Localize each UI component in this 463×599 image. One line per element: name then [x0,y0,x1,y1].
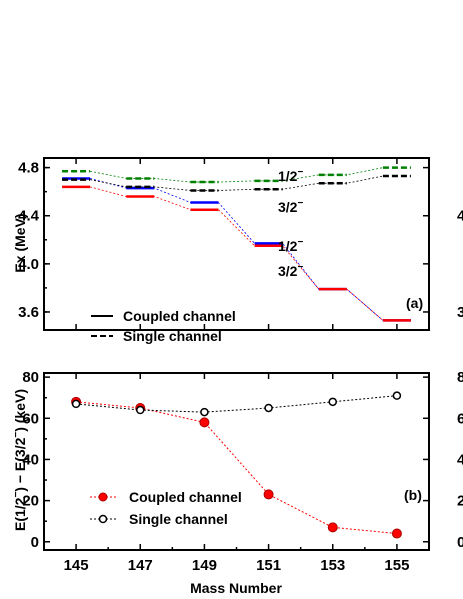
annotation-upper-half: 1/2− [278,167,303,184]
edge-tick-label: 8 [457,369,463,386]
point-single [71,399,81,409]
series-line-coupled [76,401,397,535]
panel-b-ytick-label: 60 [22,410,39,427]
point-coupled [263,489,274,500]
panel-b-ytick-label: 20 [22,493,39,510]
panel-a-ytick-label: 4.8 [18,160,39,177]
panel-b-series [71,391,402,539]
panel-a-levels [62,166,411,322]
panel-a-ylabel: Ex (MeV) [12,213,28,272]
point-single [264,403,273,413]
point-coupled [199,417,210,428]
level-connector-coupled-half [89,178,384,321]
panel-a-label: (a) [406,295,423,311]
panel-b-ylabel: E(1/2−) − E(3/2−) (keV) [11,389,28,531]
legend-a-single: Single channel [123,328,222,344]
level-connector-coupled-threehalf [89,186,384,321]
right-edge-clipped-axis: 4 3 8 6 4 2 0 [457,208,463,551]
panel-a-ytick-label: 4.0 [18,256,39,273]
point-single [392,391,402,400]
panel-b-xtick-label: 151 [256,557,281,574]
annotation-lower-half: 1/2− [278,237,303,254]
legend-b-single-swatch [90,514,116,524]
panel-a-frame [43,157,430,331]
panel-b-xtick-label: 147 [128,557,153,574]
panel-b-ytick-label: 40 [22,451,39,468]
panel-b-xtick-label: 155 [384,557,409,574]
point-single [136,405,145,415]
annotation-upper-threehalf: 3/2− [278,198,303,215]
edge-tick-label: 0 [457,534,463,551]
annotation-lower-threehalf: 3/2− [278,262,303,279]
panel-a-ticks: 3.6 4.0 4.4 4.8 [18,158,429,330]
panel-b-xtick-label: 145 [64,557,89,574]
point-single [200,407,209,417]
panel-b-xtick-label: 149 [192,557,217,574]
point-coupled [327,522,338,533]
legend-b-coupled: Coupled channel [129,489,242,505]
legend-b-coupled-swatch [90,492,116,502]
panel-b-xtick-label: 153 [320,557,345,574]
edge-tick-label: 4 [457,208,463,225]
panel-b-frame [43,372,430,551]
edge-tick-label: 4 [457,451,463,468]
legend-a-coupled: Coupled channel [123,308,236,324]
legend-b-single: Single channel [129,511,228,527]
panel-b-xlabel: Mass Number [190,580,282,596]
panel-b-ytick-label: 0 [31,534,39,551]
edge-tick-label: 2 [457,493,463,510]
edge-tick-label: 6 [457,410,463,427]
panel-b-ytick-label: 80 [22,369,39,386]
point-coupled [391,528,402,539]
panel-b-label: (b) [404,487,422,503]
edge-tick-label: 3 [457,304,463,321]
panel-a-ytick-label: 3.6 [18,304,39,321]
panel-a-ytick-label: 4.4 [18,208,40,225]
point-single [328,397,337,407]
panel-b-ticks: 0 20 40 60 80 145 147 149 151 153 155 [22,369,429,574]
series-line-single [76,395,397,413]
